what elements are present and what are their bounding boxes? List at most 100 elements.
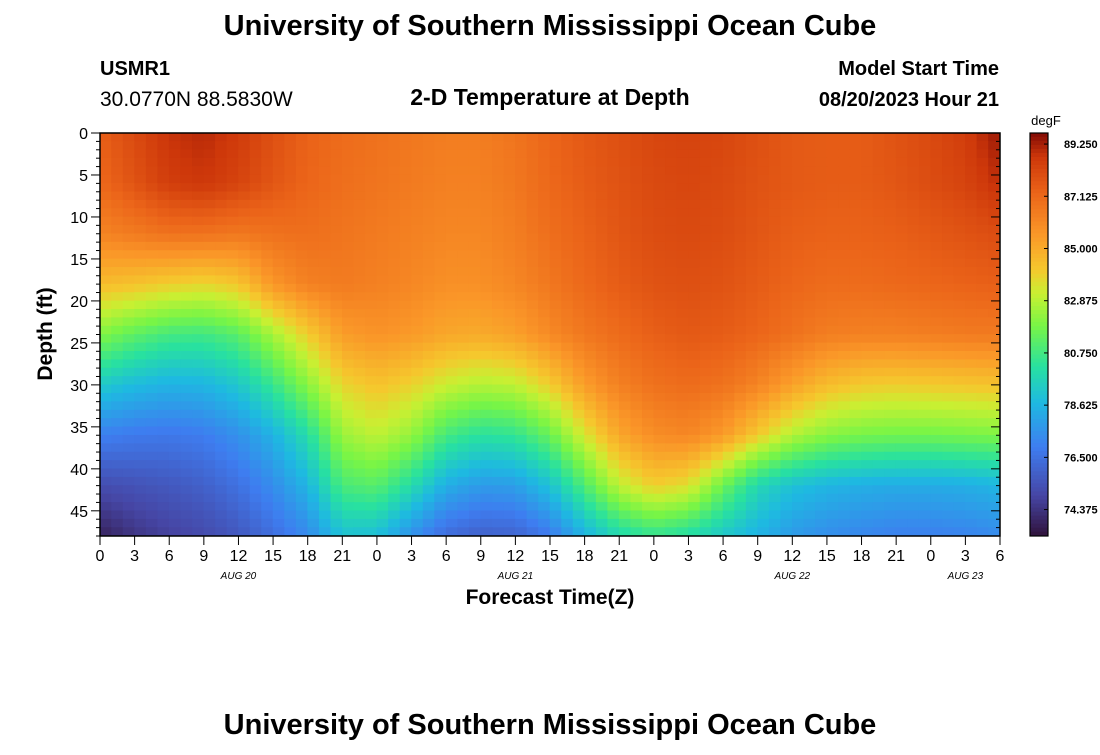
heatmap-cell (307, 376, 320, 386)
heatmap-cell (538, 208, 551, 218)
heatmap-cell (353, 216, 366, 226)
heatmap-cell (584, 476, 597, 486)
heatmap-cell (538, 283, 551, 293)
heatmap-cell (699, 401, 712, 411)
heatmap-cell (122, 216, 135, 226)
heatmap-cell (780, 325, 793, 335)
heatmap-cell (480, 493, 493, 503)
heatmap-cell (411, 292, 424, 302)
heatmap-cell (734, 208, 747, 218)
heatmap-cell (180, 325, 193, 335)
heatmap-cell (595, 376, 608, 386)
heatmap-cell (503, 376, 516, 386)
heatmap-cell (376, 359, 389, 369)
heatmap-cell (757, 434, 770, 444)
heatmap-cell (907, 174, 920, 184)
heatmap-cell (745, 325, 758, 335)
heatmap-cell (399, 208, 412, 218)
heatmap-cell (342, 367, 355, 377)
heatmap-cell (526, 510, 539, 520)
heatmap-cell (861, 376, 874, 386)
heatmap-cell (757, 502, 770, 512)
heatmap-cell (492, 191, 505, 201)
heatmap-cell (653, 233, 666, 243)
heatmap-cell (122, 460, 135, 470)
heatmap-cell (572, 283, 585, 293)
x-tick-label: 3 (684, 548, 693, 565)
heatmap-cell (538, 460, 551, 470)
heatmap-cell (284, 443, 297, 453)
heatmap-cell (330, 241, 343, 251)
heatmap-cell (988, 258, 1000, 268)
heatmap-cell (526, 359, 539, 369)
heatmap-cell (768, 359, 782, 369)
heatmap-cell (792, 166, 805, 176)
heatmap-cell (792, 376, 805, 386)
heatmap-cell (792, 418, 805, 428)
heatmap-cell (942, 166, 955, 176)
heatmap-cell (572, 350, 585, 360)
heatmap-cell (930, 199, 943, 209)
heatmap-cell (549, 309, 562, 319)
heatmap-cell (411, 191, 424, 201)
heatmap-cell (826, 166, 839, 176)
heatmap-cell (515, 476, 528, 486)
heatmap-cell (930, 317, 943, 327)
heatmap-cell (768, 250, 782, 260)
heatmap-cell (757, 208, 770, 218)
heatmap-cell (215, 502, 228, 512)
heatmap-cell (549, 334, 562, 344)
heatmap-cell (815, 451, 828, 461)
colorbar-segment (1030, 302, 1048, 307)
heatmap-cell (965, 292, 978, 302)
heatmap-cell (376, 350, 389, 360)
heatmap-cell (422, 527, 435, 536)
heatmap-cell (284, 527, 297, 536)
heatmap-cell (884, 174, 897, 184)
heatmap-cell (203, 133, 216, 142)
heatmap-cell (226, 485, 239, 495)
heatmap-cell (676, 250, 689, 260)
heatmap-cell (434, 460, 447, 470)
heatmap-cell (745, 384, 758, 394)
heatmap-cell (711, 443, 724, 453)
heatmap-cell (907, 149, 920, 159)
heatmap-cell (342, 317, 355, 327)
heatmap-cell (122, 225, 135, 235)
heatmap-cell (768, 258, 782, 268)
heatmap-cell (942, 359, 955, 369)
heatmap-cell (734, 460, 747, 470)
heatmap-cell (203, 233, 216, 243)
heatmap-cell (965, 149, 978, 159)
heatmap-cell (838, 476, 851, 486)
heatmap-cell (711, 460, 724, 470)
x-tick-label: 9 (753, 548, 762, 565)
heatmap-cell (434, 157, 447, 167)
heatmap-cell (342, 451, 355, 461)
heatmap-cell (895, 384, 908, 394)
heatmap-cell (226, 527, 239, 536)
heatmap-cell (238, 434, 251, 444)
heatmap-cell (584, 216, 597, 226)
heatmap-cell (849, 325, 862, 335)
heatmap-cell (745, 376, 758, 386)
heatmap-cell (157, 133, 170, 142)
heatmap-cell (630, 300, 643, 310)
heatmap-cell (353, 133, 366, 142)
heatmap-cell (965, 250, 978, 260)
colorbar-tick-label: 87.125 (1064, 191, 1098, 203)
heatmap-cell (192, 133, 205, 142)
heatmap-cell (572, 426, 585, 436)
heatmap-cell (353, 476, 366, 486)
heatmap-cell (445, 434, 458, 444)
heatmap-cell (445, 443, 458, 453)
heatmap-cell (342, 434, 355, 444)
heatmap-cell (665, 258, 678, 268)
heatmap-cell (607, 434, 620, 444)
heatmap-cell (942, 191, 955, 201)
heatmap-cell (342, 527, 355, 536)
heatmap-cell (422, 241, 435, 251)
heatmap-cell (261, 149, 274, 159)
heatmap-cell (618, 401, 632, 411)
heatmap-cell (330, 157, 343, 167)
